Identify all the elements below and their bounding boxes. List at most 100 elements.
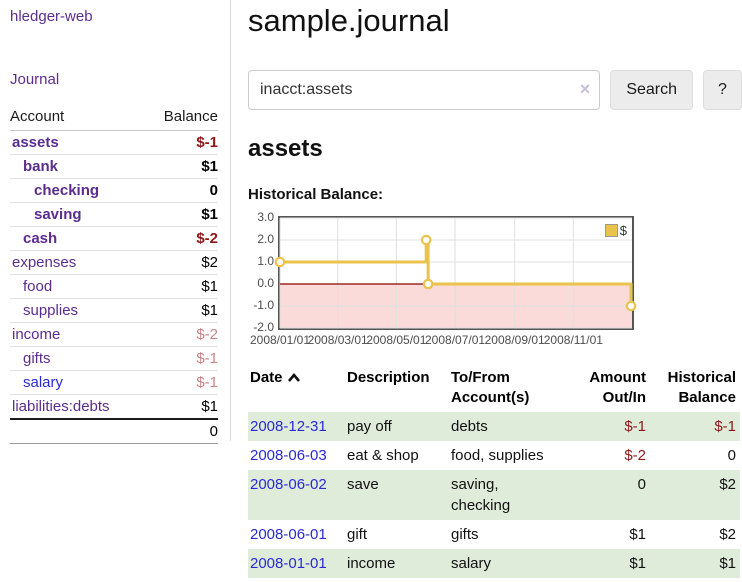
chart-label: Historical Balance:: [248, 186, 384, 203]
transaction-amount: $1: [629, 525, 646, 543]
app-title-link[interactable]: hledger-web: [10, 8, 93, 25]
account-page-title: assets: [248, 135, 323, 162]
accounts-header-balance: Balance: [144, 105, 218, 131]
account-link[interactable]: liabilities:debts: [12, 398, 110, 415]
account-row: supplies $1: [10, 298, 218, 323]
transaction-date-link[interactable]: 2008-01-01: [250, 554, 327, 572]
sidebar-item-journal[interactable]: Journal: [10, 71, 60, 88]
account-balance: $1: [144, 154, 218, 179]
transaction-balance: $2: [719, 525, 736, 543]
account-link[interactable]: food: [23, 278, 53, 295]
chart-canvas: [274, 217, 637, 329]
register-row: 2008-12-31 pay off debts $-1 $-1: [248, 411, 740, 441]
account-row: liabilities:debts $1: [10, 394, 218, 420]
transaction-description: save: [347, 475, 379, 493]
transaction-amount: $-1: [624, 417, 646, 435]
transaction-amount: 0: [637, 475, 646, 493]
register-row: 2008-06-01 gift gifts $1 $2: [248, 520, 740, 549]
account-balance: $1: [144, 298, 218, 323]
register-header-balance: Historical Balance: [667, 369, 736, 407]
chart-legend: $: [604, 223, 627, 238]
x-axis-tick: 2008/11/01: [543, 333, 603, 347]
transaction-description: income: [347, 554, 396, 572]
account-link[interactable]: assets: [12, 134, 59, 151]
register-header-amount: Amount Out/In: [589, 369, 646, 407]
account-link[interactable]: checking: [34, 182, 100, 199]
transaction-balance: $1: [719, 554, 736, 572]
data-point-marker: [625, 300, 637, 312]
search-button[interactable]: Search: [610, 70, 694, 110]
account-row: cash $-2: [10, 226, 218, 251]
transaction-date-link[interactable]: 2008-06-02: [250, 475, 327, 493]
page-title: sample.journal: [248, 3, 450, 38]
transaction-description: pay off: [347, 417, 392, 435]
y-axis-tick: -1.0: [253, 298, 274, 312]
account-balance: $-1: [144, 130, 218, 155]
account-balance: $2: [144, 250, 218, 275]
account-balance: $1: [144, 202, 218, 227]
search-form: × Search ?: [248, 70, 742, 110]
accounts-total-row: 0: [10, 418, 218, 444]
search-input[interactable]: [248, 70, 601, 110]
account-row: salary $-1: [10, 370, 218, 395]
clear-search-icon[interactable]: ×: [579, 79, 591, 99]
x-axis-tick: 2008/03/01: [307, 333, 368, 347]
transaction-accounts: gifts: [451, 525, 479, 543]
account-row: bank $1: [10, 154, 218, 179]
account-link[interactable]: supplies: [23, 302, 79, 319]
account-row: income $-2: [10, 322, 218, 347]
register-table: Date Description To/From Account(s) Amou…: [248, 365, 740, 578]
x-axis-tick: 2008/01/01: [249, 333, 311, 347]
account-row: assets $-1: [10, 130, 218, 155]
accounts-table: Account Balance assets $-1 bank $1 checking 0…: [10, 105, 218, 444]
y-axis-tick: -2.0: [253, 320, 274, 334]
transaction-date-link[interactable]: 2008-06-01: [250, 525, 327, 543]
chart-plot-area: $: [274, 216, 637, 330]
historical-balance-chart: $ 3.0 2.0 1.0 0.0 -1.0 -2.0 2008/01/01 2008/03/…: [248, 210, 742, 350]
account-balance: $1: [144, 394, 218, 420]
register-row: 2008-01-01 income salary $1 $1: [248, 548, 740, 578]
transaction-balance: 0: [727, 446, 736, 464]
sidebar: hledger-web Journal Account Balance asse…: [0, 0, 231, 444]
account-row: food $1: [10, 274, 218, 299]
register-header-date[interactable]: Date: [248, 365, 345, 412]
account-link[interactable]: bank: [23, 158, 59, 175]
transaction-amount: $1: [629, 554, 646, 572]
account-balance: $-2: [144, 322, 218, 347]
register-row: 2008-06-02 save saving, checking 0 $2: [248, 469, 740, 520]
legend-label: $: [619, 223, 627, 238]
transaction-accounts: debts: [451, 417, 488, 435]
register-header-row: Date Description To/From Account(s) Amou…: [248, 365, 740, 412]
account-balance: $-1: [144, 370, 218, 395]
data-point-marker: [274, 256, 286, 268]
account-balance: $1: [144, 274, 218, 299]
account-link[interactable]: gifts: [23, 350, 51, 367]
account-link[interactable]: saving: [34, 206, 82, 223]
account-link[interactable]: expenses: [12, 254, 77, 271]
transaction-description: eat & shop: [347, 446, 419, 464]
transaction-accounts: food, supplies: [451, 446, 544, 464]
y-axis-tick: 1.0: [257, 254, 274, 268]
account-balance: $-1: [144, 346, 218, 371]
transaction-balance: $-1: [714, 417, 736, 435]
x-axis-tick: 2008/05/01: [366, 333, 427, 347]
transaction-description: gift: [347, 525, 368, 543]
transaction-date-link[interactable]: 2008-06-03: [250, 446, 327, 464]
account-link[interactable]: salary: [23, 374, 64, 391]
account-link[interactable]: cash: [23, 230, 58, 247]
register-header-description: Description: [347, 369, 430, 386]
x-axis-tick: 2008/09/01: [484, 333, 545, 347]
main-content: sample.journal × Search ? assets Histori…: [248, 0, 742, 578]
transaction-amount: $-2: [624, 446, 646, 464]
accounts-header-account: Account: [10, 105, 145, 131]
sort-asc-icon: [287, 369, 301, 389]
register-row: 2008-06-03 eat & shop food, supplies $-2 0: [248, 441, 740, 470]
accounts-total-value: 0: [144, 418, 218, 444]
account-link[interactable]: income: [12, 326, 61, 343]
data-point-marker: [422, 278, 434, 290]
y-axis-tick: 2.0: [257, 232, 274, 246]
y-axis-tick: 3.0: [257, 210, 274, 224]
transaction-date-link[interactable]: 2008-12-31: [250, 417, 327, 435]
search-help-button[interactable]: ?: [703, 70, 742, 110]
account-balance: $-2: [144, 226, 218, 251]
